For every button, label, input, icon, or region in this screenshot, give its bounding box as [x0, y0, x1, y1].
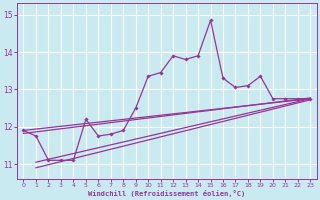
X-axis label: Windchill (Refroidissement éolien,°C): Windchill (Refroidissement éolien,°C)	[88, 190, 245, 197]
